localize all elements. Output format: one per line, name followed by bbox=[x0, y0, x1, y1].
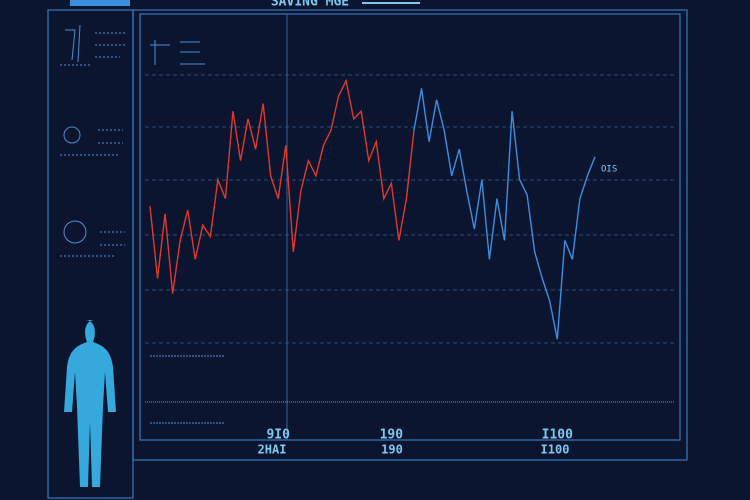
footer-label: I100 bbox=[541, 443, 570, 457]
widget-dial bbox=[63, 126, 81, 144]
series-line bbox=[413, 88, 596, 340]
widget-gauge bbox=[63, 220, 87, 244]
title: SAVING MGE bbox=[271, 0, 349, 10]
legend-label: OIS bbox=[601, 164, 617, 174]
footer-label: 2HAI bbox=[258, 443, 287, 457]
series-line bbox=[149, 78, 415, 294]
widget-lines bbox=[60, 32, 125, 257]
inset-lines bbox=[150, 40, 205, 65]
x-tick-label: 190 bbox=[380, 428, 404, 443]
body-figure bbox=[64, 320, 116, 487]
x-tick-label: I100 bbox=[542, 428, 573, 443]
side-widgets bbox=[60, 24, 205, 257]
main-frame bbox=[132, 9, 688, 461]
tab bbox=[70, 0, 130, 6]
widget-figure bbox=[65, 24, 81, 63]
footer-label: 190 bbox=[381, 443, 403, 457]
x-tick-label: 9I0 bbox=[266, 428, 290, 443]
